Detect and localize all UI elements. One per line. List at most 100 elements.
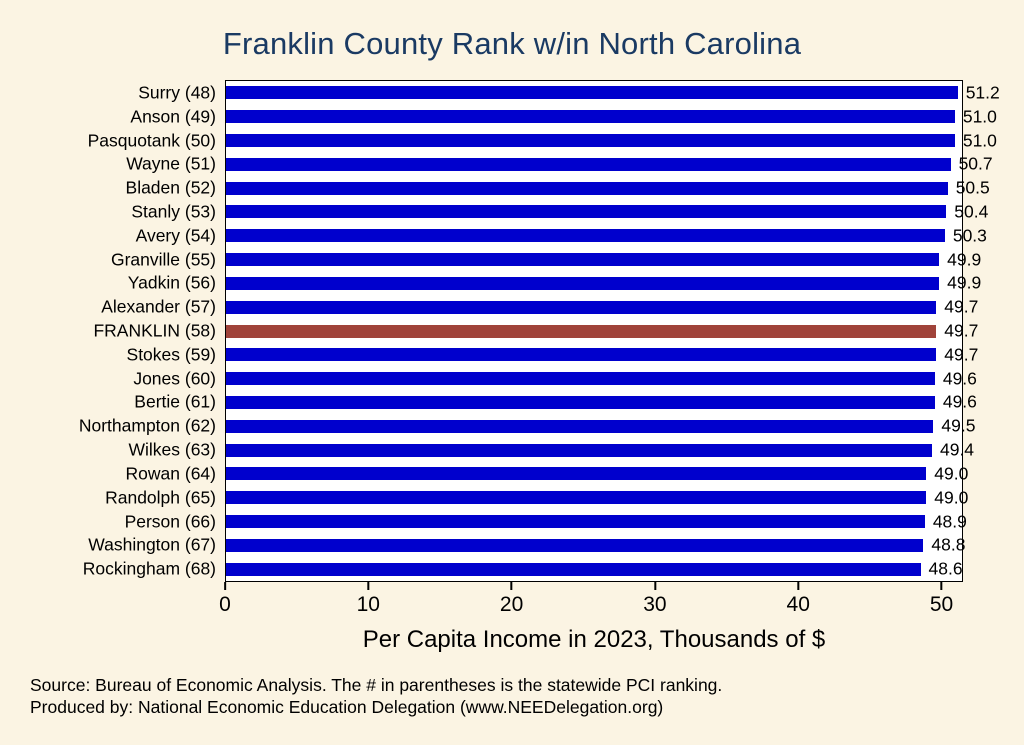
bar bbox=[226, 491, 927, 505]
y-axis-label: Alexander (57) bbox=[101, 296, 216, 317]
value-label: 49.6 bbox=[942, 391, 977, 412]
bar bbox=[226, 515, 925, 529]
x-axis: 0 10 20 30 40 50 bbox=[219, 582, 963, 624]
value-label: 50.5 bbox=[955, 177, 990, 198]
source-note: Source: Bureau of Economic Analysis. The… bbox=[30, 674, 723, 695]
bar-row: Anson (49) 51.0 bbox=[130, 105, 997, 129]
bar-row: Wilkes (63) 49.4 bbox=[128, 438, 974, 462]
bar bbox=[226, 419, 934, 433]
value-label: 50.3 bbox=[952, 225, 987, 246]
x-tick: 0 bbox=[219, 582, 231, 617]
bar-row: Avery (54) 50.3 bbox=[136, 224, 987, 248]
bar bbox=[226, 253, 940, 267]
bar-row: Yadkin (56) 49.9 bbox=[128, 272, 981, 296]
bar bbox=[226, 300, 937, 314]
bar bbox=[226, 467, 927, 481]
y-axis-label: Washington (67) bbox=[88, 534, 216, 555]
value-label: 51.0 bbox=[962, 130, 997, 151]
value-label: 50.7 bbox=[958, 153, 993, 174]
value-label: 49.7 bbox=[944, 296, 979, 317]
bar bbox=[226, 372, 935, 386]
x-tick-label: 0 bbox=[219, 593, 231, 616]
bar-row: Wayne (51) 50.7 bbox=[126, 152, 992, 176]
value-label: 48.9 bbox=[932, 511, 967, 532]
x-tick-mark bbox=[367, 582, 370, 590]
y-axis-label: FRANKLIN (58) bbox=[93, 320, 216, 341]
bar-row: Bertie (61) 49.6 bbox=[134, 391, 977, 415]
y-axis-label: Wayne (51) bbox=[126, 153, 216, 174]
bar-row: Surry (48) 51.2 bbox=[138, 81, 1000, 105]
y-axis-label: Rowan (64) bbox=[125, 463, 216, 484]
x-tick-mark bbox=[797, 582, 800, 590]
value-label: 49.6 bbox=[942, 368, 977, 389]
value-label: 49.9 bbox=[947, 272, 982, 293]
producer-note: Produced by: National Economic Education… bbox=[30, 697, 664, 718]
y-axis-label: Bladen (52) bbox=[125, 177, 216, 198]
bar-highlight bbox=[226, 324, 937, 338]
value-label: 49.9 bbox=[947, 249, 982, 270]
bar-row: Rowan (64) 49.0 bbox=[126, 462, 969, 486]
y-axis-label: Surry (48) bbox=[138, 82, 216, 103]
y-axis-label: Northampton (62) bbox=[78, 415, 216, 436]
bar bbox=[226, 538, 924, 552]
x-tick: 50 bbox=[930, 582, 953, 617]
value-label: 51.0 bbox=[962, 106, 997, 127]
x-tick-mark bbox=[940, 582, 943, 590]
bar bbox=[226, 181, 948, 195]
value-label: 49.5 bbox=[941, 415, 976, 436]
x-tick-mark bbox=[653, 582, 656, 590]
x-tick-label: 10 bbox=[356, 593, 380, 616]
bar-row: Jones (60) 49.6 bbox=[133, 367, 977, 391]
bar bbox=[226, 562, 921, 576]
x-tick-label: 20 bbox=[499, 593, 524, 616]
bar bbox=[226, 443, 932, 457]
bar bbox=[226, 86, 958, 100]
y-axis-label: Wilkes (63) bbox=[128, 439, 216, 460]
y-axis-label: Stokes (59) bbox=[126, 344, 216, 365]
x-tick-label: 30 bbox=[643, 593, 667, 616]
y-axis-label: Rockingham (68) bbox=[82, 558, 216, 579]
bar bbox=[226, 205, 947, 219]
y-axis-label: Jones (60) bbox=[133, 368, 216, 389]
bar-row: Stokes (59) 49.7 bbox=[127, 343, 979, 367]
bar-row: Bladen (52) 50.5 bbox=[126, 176, 990, 200]
bar-row: Alexander (57) 49.7 bbox=[101, 295, 978, 319]
x-tick: 20 bbox=[500, 582, 523, 617]
value-label: 49.7 bbox=[944, 320, 979, 341]
x-tick-mark bbox=[224, 582, 226, 590]
value-label: 50.4 bbox=[954, 201, 989, 222]
bar-row: FRANKLIN (58) 49.7 bbox=[93, 319, 978, 343]
value-label: 48.8 bbox=[931, 534, 966, 555]
plot-area: Surry (48) 51.2 Anson (49) 51.0 Pasquotank (… bbox=[79, 80, 1000, 582]
bar bbox=[226, 157, 951, 171]
y-axis-label: Bertie (61) bbox=[134, 391, 216, 412]
value-label: 49.4 bbox=[939, 439, 975, 460]
value-label: 51.2 bbox=[965, 82, 1000, 103]
value-label: 48.6 bbox=[928, 558, 963, 579]
bar-chart: Surry (48) 51.2 Anson (49) 51.0 Pasquotank (… bbox=[0, 80, 1024, 654]
bar-row: Northampton (62) 49.5 bbox=[79, 414, 976, 438]
y-axis-label: Randolph (65) bbox=[105, 487, 216, 508]
y-axis-label: Anson (49) bbox=[130, 106, 216, 127]
value-label: 49.7 bbox=[944, 344, 979, 365]
y-axis-label: Avery (54) bbox=[135, 225, 216, 246]
y-axis-label: Pasquotank (50) bbox=[87, 130, 216, 151]
x-tick: 30 bbox=[643, 582, 667, 617]
x-tick-mark bbox=[510, 582, 513, 590]
bar-row: Stanly (53) 50.4 bbox=[131, 200, 988, 224]
footer: Source: Bureau of Economic Analysis. The… bbox=[30, 674, 722, 720]
y-axis-label: Granville (55) bbox=[110, 249, 216, 270]
x-tick: 40 bbox=[787, 582, 810, 617]
y-axis-label: Person (66) bbox=[124, 511, 216, 532]
bar bbox=[226, 229, 945, 243]
value-label: 49.0 bbox=[934, 487, 969, 508]
bar bbox=[226, 134, 955, 148]
bar bbox=[226, 276, 940, 290]
bar-row: Granville (55) 49.9 bbox=[111, 248, 981, 272]
bar-row: Pasquotank (50) 51.0 bbox=[88, 129, 997, 153]
bar bbox=[226, 348, 937, 362]
bar-row: Randolph (65) 49.0 bbox=[105, 486, 968, 510]
y-axis-label: Stanly (53) bbox=[131, 201, 216, 222]
chart-title: Franklin County Rank w/in North Carolina bbox=[222, 26, 802, 61]
